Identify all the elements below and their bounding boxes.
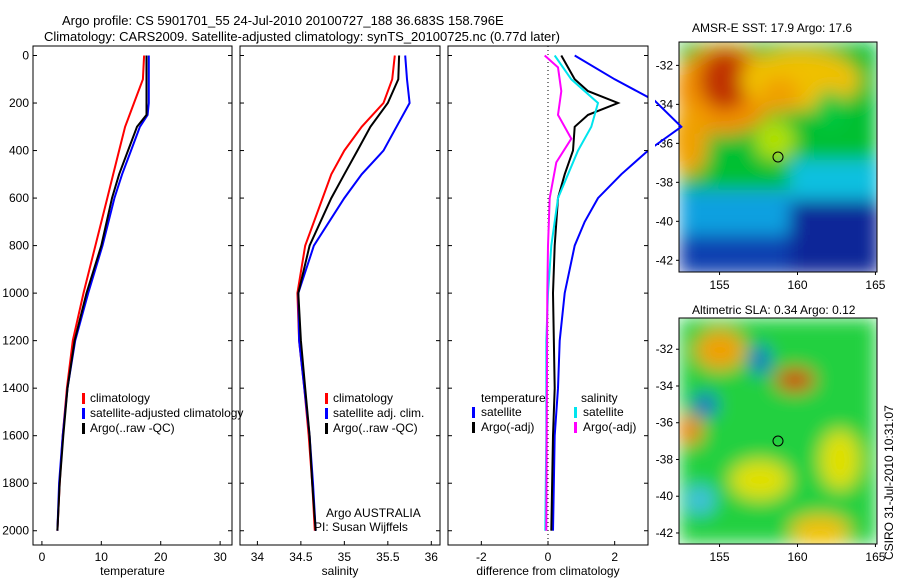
legend-swatch bbox=[472, 407, 475, 418]
series-line-temperature-argo-adj- bbox=[550, 55, 621, 531]
sla-map: Altimetric SLA: 0.34 Argo: 0.12 155 160 16… bbox=[656, 303, 886, 564]
y-tick-label: 1200 bbox=[2, 334, 29, 348]
legend-label: satellite bbox=[583, 405, 624, 419]
y-tick-label: 800 bbox=[9, 239, 29, 253]
series-line-satellite-adjusted-climatology bbox=[56, 55, 150, 531]
sla-map-title: Altimetric SLA: 0.34 Argo: 0.12 bbox=[692, 303, 856, 317]
annotation-text: Argo AUSTRALIA bbox=[326, 506, 421, 520]
sst-map-title: AMSR-E SST: 17.9 Argo: 17.6 bbox=[692, 21, 852, 35]
salinity-panel: 34 34.5 35 35.5 36 salinity climatologysatelli… bbox=[239, 45, 447, 578]
legend-swatch bbox=[325, 393, 328, 404]
legend-label: satellite-adjusted climatology bbox=[90, 406, 243, 420]
x-tick-label: 20 bbox=[154, 550, 168, 564]
x-tick-label: 2 bbox=[611, 550, 618, 564]
x-axis-label: difference from climatology bbox=[476, 564, 619, 578]
legend-label: satellite adj. clim. bbox=[333, 406, 424, 420]
x-tick-label: -2 bbox=[476, 550, 487, 564]
y-tick-label: -40 bbox=[656, 214, 674, 228]
y-tick-label: 1600 bbox=[2, 429, 29, 443]
y-tick-label: 600 bbox=[9, 191, 29, 205]
float-position-marker bbox=[772, 151, 784, 163]
y-tick-label: -42 bbox=[656, 253, 674, 267]
plot-axes bbox=[239, 45, 441, 546]
plot-axes bbox=[32, 45, 233, 546]
y-tick-label: -38 bbox=[656, 452, 674, 466]
series-line-climatology bbox=[56, 55, 146, 531]
x-tick-label: 35 bbox=[338, 550, 352, 564]
y-tick-label: -34 bbox=[656, 379, 674, 393]
legend-swatch bbox=[325, 423, 328, 434]
y-tick-label: 200 bbox=[9, 96, 29, 110]
annotation-text: PI: Susan Wijffels bbox=[314, 520, 408, 534]
title-line2: Climatology: CARS2009. Satellite-adjuste… bbox=[44, 29, 560, 44]
y-tick-label: -32 bbox=[656, 58, 674, 72]
legend-label: Argo(-adj) bbox=[481, 420, 534, 434]
clip-mask bbox=[440, 46, 447, 545]
y-tick-label: 2000 bbox=[2, 524, 29, 538]
y-tick-label: -42 bbox=[656, 526, 674, 540]
y-tick-label: -38 bbox=[656, 175, 674, 189]
y-tick-label: -40 bbox=[656, 489, 674, 503]
y-tick-label: 400 bbox=[9, 144, 29, 158]
legend-label: climatology bbox=[333, 391, 393, 405]
x-tick-label: 0 bbox=[545, 550, 552, 564]
legend-label: Argo(..raw -QC) bbox=[333, 421, 418, 435]
x-tick-label: 34 bbox=[251, 550, 265, 564]
legend-swatch bbox=[472, 422, 475, 433]
side-label: CSIRO 31-Jul-2010 10:31:07 bbox=[882, 405, 896, 560]
x-tick-label: 155 bbox=[710, 278, 730, 292]
y-tick-label: 1400 bbox=[2, 381, 29, 395]
legend-label: Argo(-adj) bbox=[583, 420, 636, 434]
legend-swatch bbox=[325, 408, 328, 419]
x-tick-label: 160 bbox=[787, 550, 807, 564]
x-tick-label: 36 bbox=[425, 550, 439, 564]
title-line1: Argo profile: CS 5901701_55 24-Jul-2010 … bbox=[62, 13, 504, 28]
x-tick-label: 30 bbox=[213, 550, 227, 564]
series-line-satellite-adj-clim- bbox=[297, 55, 411, 531]
series-line-salinity-argo-adj- bbox=[544, 54, 573, 531]
x-tick-label: 165 bbox=[865, 550, 885, 564]
legend-label: satellite bbox=[481, 405, 522, 419]
sst-map-axes bbox=[678, 41, 878, 273]
legend-swatch bbox=[574, 422, 577, 433]
y-tick-label: 1800 bbox=[2, 476, 29, 490]
x-axis-label: salinity bbox=[322, 564, 359, 578]
sla-map-axes bbox=[678, 317, 878, 545]
legend-title-temperature: temperature bbox=[481, 391, 546, 405]
sst-map: AMSR-E SST: 17.9 Argo: 17.6 155 160 165 -32… bbox=[656, 21, 886, 292]
x-tick-label: 10 bbox=[95, 550, 109, 564]
legend-label: climatology bbox=[90, 391, 150, 405]
legend-title-salinity: salinity bbox=[581, 391, 618, 405]
series-line-temperature-satellite bbox=[552, 54, 683, 531]
x-axis-label: temperature bbox=[100, 564, 165, 578]
x-tick-label: 34.5 bbox=[289, 550, 313, 564]
x-tick-label: 155 bbox=[710, 550, 730, 564]
legend-label: Argo(..raw -QC) bbox=[90, 421, 175, 435]
series-line-argo-raw-qc- bbox=[56, 55, 148, 531]
x-tick-label: 35.5 bbox=[376, 550, 400, 564]
y-tick-label: 1000 bbox=[2, 286, 29, 300]
x-tick-label: 0 bbox=[39, 550, 46, 564]
clip-mask bbox=[648, 46, 655, 545]
clip-mask bbox=[232, 46, 239, 545]
y-tick-label: -34 bbox=[656, 97, 674, 111]
float-position-marker bbox=[772, 435, 784, 447]
legend-swatch bbox=[82, 393, 85, 404]
legend-swatch bbox=[82, 423, 85, 434]
legend-swatch bbox=[574, 407, 577, 418]
legend-swatch bbox=[82, 408, 85, 419]
x-tick-label: 165 bbox=[865, 278, 885, 292]
x-tick-label: 160 bbox=[787, 278, 807, 292]
y-tick-label: -36 bbox=[656, 416, 674, 430]
y-tick-label: -32 bbox=[656, 342, 674, 356]
y-tick-label: -36 bbox=[656, 136, 674, 150]
temperature-panel: 0 10 20 30 0 200 400 600 800 1000 1200 1400 1600 1800… bbox=[2, 45, 243, 578]
series-line-argo-raw-qc- bbox=[297, 55, 401, 531]
y-tick-label: 0 bbox=[22, 49, 29, 63]
